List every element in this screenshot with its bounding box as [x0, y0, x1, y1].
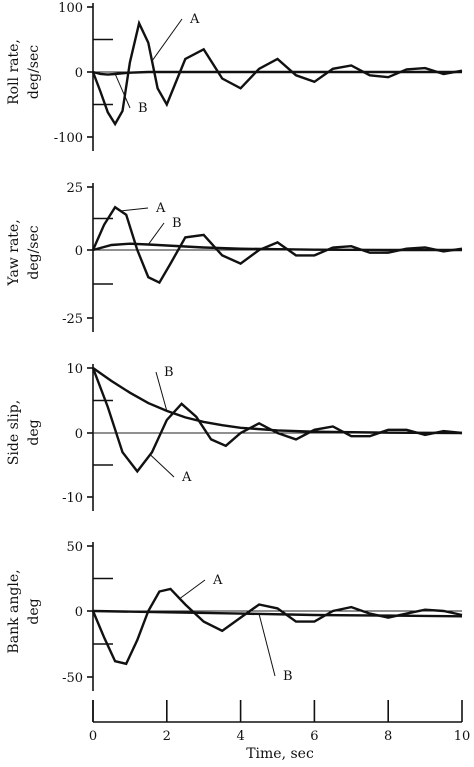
- series-A-label: A: [189, 12, 200, 27]
- series-B-line: [92, 70, 462, 76]
- series-B-label: B: [138, 101, 148, 116]
- y-axis-label: Roll rate,: [6, 39, 22, 105]
- series-B-label: B: [164, 365, 174, 380]
- y-tick-label: 50: [66, 540, 83, 555]
- series-A-line: [91, 367, 463, 474]
- series-B-leader: [147, 222, 165, 245]
- series-A-leader: [179, 579, 206, 600]
- panel-3: 10 0 -10 Side slip, deg A B: [6, 362, 463, 511]
- series-A-leader: [149, 454, 175, 478]
- y-axis-label: Bank angle,: [6, 569, 22, 653]
- series-B-label: B: [172, 216, 182, 231]
- y-axis-label: Side slip,: [6, 400, 22, 465]
- y-axis-label: deg: [26, 419, 42, 445]
- x-tick-label: 4: [236, 729, 244, 744]
- x-tick-label: 10: [454, 729, 471, 744]
- y-tick-label: 0: [75, 244, 83, 259]
- series-B-line: [92, 367, 463, 435]
- x-tick-label: 6: [310, 729, 318, 744]
- y-tick-label: -50: [62, 671, 83, 686]
- y-tick-label: 0: [75, 66, 83, 81]
- y-tick-label: 0: [75, 605, 83, 620]
- panel-1: 100 0 -100 Roll rate, deg/sec A B: [6, 1, 463, 151]
- series-A-label: A: [212, 573, 223, 588]
- x-tick-label: 2: [163, 729, 171, 744]
- x-tick-label: 8: [384, 729, 392, 744]
- series-A-leader: [120, 207, 149, 212]
- y-axis-label: Yaw rate,: [6, 219, 22, 286]
- y-tick-label: -10: [62, 491, 83, 506]
- series-A-line: [91, 587, 463, 666]
- y-axis-label: deg: [26, 598, 42, 624]
- series-A-line: [91, 19, 463, 127]
- panel-4: 50 0 -50 Bank angle, deg A B: [6, 540, 463, 691]
- x-axis-label: Time, sec: [246, 746, 314, 762]
- series-B-label: B: [283, 669, 293, 684]
- series-B-line: [92, 242, 462, 252]
- series-A-leader: [151, 18, 183, 62]
- x-tick-label: 0: [89, 729, 97, 744]
- y-tick-label: -100: [54, 131, 83, 146]
- series-A-label: A: [181, 470, 192, 485]
- y-axis-label: deg/sec: [26, 225, 42, 279]
- series-B-leader: [155, 371, 168, 412]
- y-tick-label: 25: [66, 181, 83, 196]
- series-A-label: A: [155, 201, 166, 216]
- panel-2: 25 0 -25 Yaw rate, deg/sec AB: [6, 181, 463, 332]
- time-axis: 0 2 4 6 8 10 Time, sec: [89, 700, 470, 762]
- y-tick-label: 100: [58, 1, 83, 16]
- y-tick-label: 10: [66, 362, 83, 377]
- series-B-line: [92, 609, 463, 618]
- series-B-leader: [258, 613, 276, 677]
- y-tick-label: -25: [62, 312, 83, 327]
- y-axis-label: deg/sec: [26, 45, 42, 99]
- y-tick-label: 0: [75, 427, 83, 442]
- series-B-leader: [114, 73, 131, 109]
